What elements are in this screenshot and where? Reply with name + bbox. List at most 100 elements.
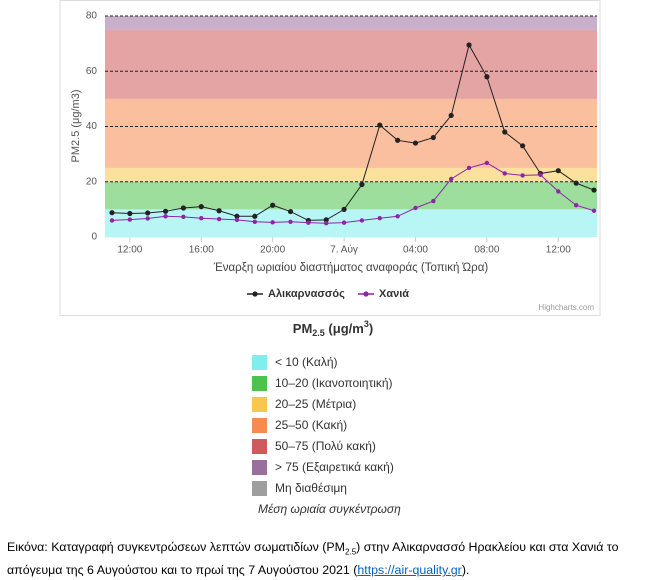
point <box>377 122 383 128</box>
point <box>109 218 115 223</box>
legend-item-label: < 10 (Καλή) <box>275 355 337 369</box>
legend-label: Χανιά <box>379 288 409 300</box>
aqi-legend: PM2.5 (μg/m3) < 10 (Καλή) 10–20 (Ικανοποι… <box>252 319 401 516</box>
point <box>341 220 347 225</box>
y-axis-title: PM2.5 (μg/m3) <box>70 90 82 163</box>
legend-item-label: Μη διαθέσιμη <box>275 481 347 495</box>
plot-band <box>105 29 597 99</box>
x-tick-label: 20:00 <box>260 245 285 256</box>
y-tick-label: 60 <box>86 66 98 77</box>
point <box>109 210 115 216</box>
legend-item-label: 50–75 (Πολύ κακή) <box>275 439 376 453</box>
point <box>555 168 561 174</box>
point <box>127 217 133 222</box>
point <box>180 205 187 211</box>
legend-item-label: 20–25 (Μέτρια) <box>275 397 356 411</box>
plot-band <box>105 209 597 237</box>
y-tick-label: 80 <box>86 11 98 22</box>
point <box>145 216 150 221</box>
aqi-legend-title: PM2.5 (μg/m3) <box>293 319 373 338</box>
caption-text: ) στην Αλικαρνασσό Ηρακλείου και στα Χαν… <box>7 540 619 578</box>
series-line <box>111 43 595 221</box>
series-line <box>111 162 595 224</box>
legend-swatch <box>252 376 267 391</box>
point <box>448 176 454 182</box>
title-sup: 3 <box>364 319 369 329</box>
point <box>519 143 526 149</box>
point <box>466 165 472 171</box>
x-tick-label: 04:00 <box>403 245 428 256</box>
point <box>448 112 454 119</box>
x-tick-label: 7. Αύγ <box>330 244 358 256</box>
caption-link[interactable]: https://air-quality.gr <box>357 563 462 578</box>
point <box>270 220 275 225</box>
point <box>288 219 293 225</box>
point <box>270 202 276 208</box>
point <box>573 203 579 208</box>
point <box>591 187 597 193</box>
point <box>484 160 490 166</box>
legend-item-label: 25–50 (Κακή) <box>275 418 347 432</box>
legend-swatch <box>252 397 267 412</box>
point <box>502 129 508 135</box>
x-axis-title: Έναρξη ωριαίου διαστήματος αναφοράς (Τοπ… <box>213 262 489 274</box>
point <box>395 137 401 143</box>
x-tick-label: 16:00 <box>189 245 214 256</box>
point <box>556 189 561 194</box>
legend-marker <box>252 291 258 297</box>
title-unit: (μg/m <box>325 321 364 336</box>
point <box>430 134 436 141</box>
point <box>198 204 204 210</box>
point <box>359 218 365 223</box>
y-tick-label: 20 <box>86 176 98 187</box>
chart-frame <box>59 0 601 316</box>
point <box>341 206 347 212</box>
legend-marker <box>363 291 369 297</box>
point <box>181 214 186 220</box>
legend-swatch <box>252 418 267 433</box>
point <box>591 208 597 213</box>
x-tick-label: 12:00 <box>117 245 142 256</box>
point <box>323 217 329 223</box>
point <box>395 214 400 219</box>
point <box>306 220 311 225</box>
point <box>573 180 579 186</box>
title-main: PM <box>293 321 313 336</box>
point <box>145 210 151 216</box>
point <box>413 205 418 211</box>
point <box>538 172 543 178</box>
point <box>216 208 222 214</box>
legend-item-label: 10–20 (Ικανοποιητική) <box>275 376 393 390</box>
caption: Εικόνα: Καταγραφή συγκεντρώσεων λεπτών σ… <box>7 538 647 580</box>
point <box>359 181 365 188</box>
legend-label: Αλικαρνασσός <box>268 288 345 300</box>
x-tick-label: 08:00 <box>474 245 499 256</box>
plot-band <box>105 181 597 210</box>
point <box>234 213 240 219</box>
point <box>466 42 472 48</box>
point <box>431 198 436 204</box>
legend-swatch <box>252 439 267 454</box>
point <box>127 210 133 217</box>
point <box>199 216 204 221</box>
title-end: ) <box>369 321 373 336</box>
point <box>252 213 258 219</box>
point <box>216 216 222 222</box>
point <box>252 219 258 225</box>
point <box>163 214 168 219</box>
y-tick-label: 40 <box>86 121 98 132</box>
legend-note: Μέση ωριαία συγκέντρωση <box>258 502 401 516</box>
caption-text: Εικόνα: Καταγραφή συγκεντρώσεων λεπτών σ… <box>7 540 346 554</box>
point <box>234 217 240 223</box>
point <box>287 208 294 215</box>
point <box>520 173 525 178</box>
credit: Highcharts.com <box>538 303 594 312</box>
plot-band <box>105 98 597 168</box>
legend-item-label: > 75 (Εξαιρετικά κακή) <box>275 460 394 474</box>
chart: PM2.5 (μg/m3) Έναρξη ωριαίου διαστήματος… <box>59 0 601 316</box>
caption-sub: 2.5 <box>345 547 357 557</box>
y-tick-label: 0 <box>91 232 97 243</box>
point <box>412 140 419 146</box>
legend-swatch <box>252 481 267 496</box>
